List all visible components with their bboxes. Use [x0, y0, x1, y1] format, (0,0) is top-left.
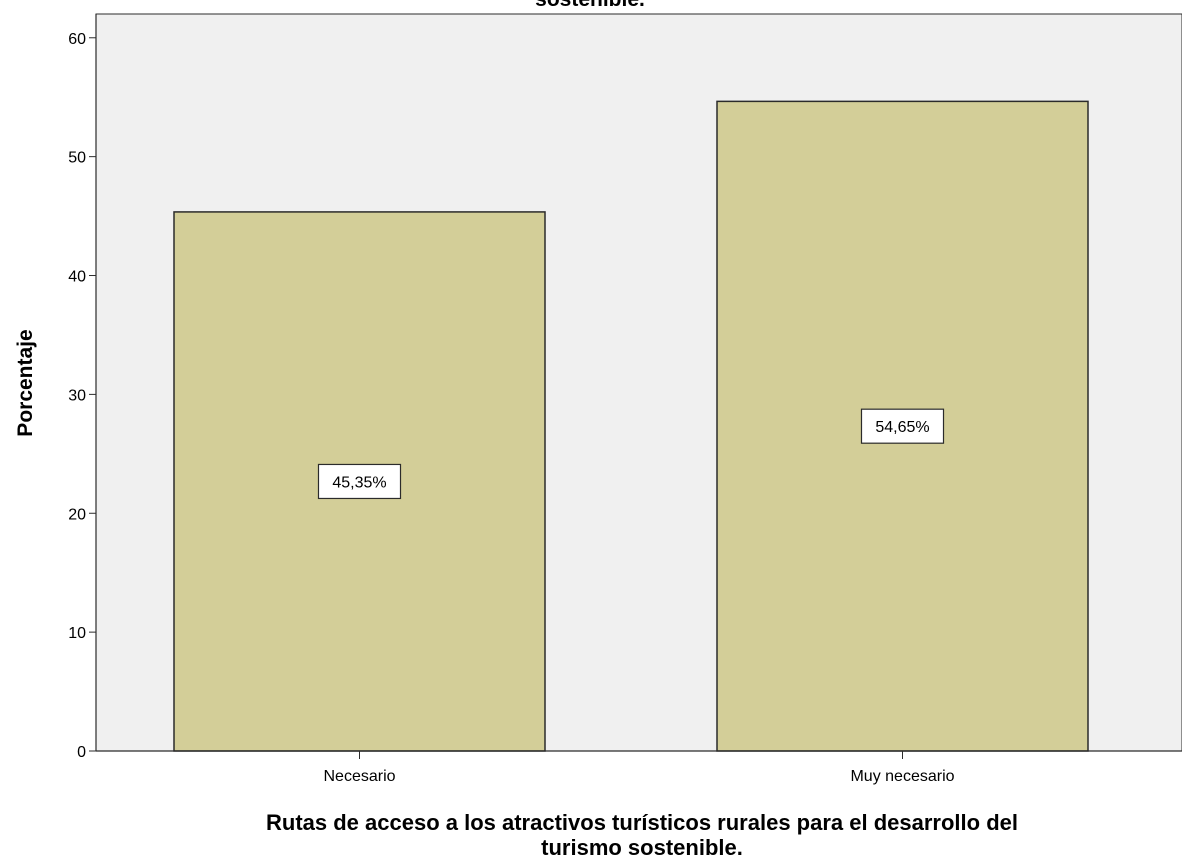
data-label-box [860, 408, 945, 444]
y-tick-label: 0 [77, 744, 86, 761]
x-tick-label: Muy necesario [850, 768, 954, 785]
y-tick-label: 50 [68, 150, 86, 167]
y-tick-label: 40 [68, 269, 86, 286]
x-tick-label: Necesario [323, 768, 395, 785]
y-tick-label: 30 [68, 387, 86, 404]
x-axis-title-line-1: Rutas de acceso a los atractivos turísti… [266, 810, 1018, 835]
data-label-box [317, 463, 402, 500]
x-axis: Necesario Muy necesario [96, 750, 1182, 785]
x-axis-title-line-2: turismo sostenible. [541, 835, 743, 860]
data-label: 45,35% [332, 474, 386, 491]
data-label: 54,65% [875, 419, 929, 436]
y-tick-label: 10 [68, 625, 86, 642]
y-tick-label: 20 [68, 506, 86, 523]
bars-group: 45,35% 54,65% [173, 100, 1089, 752]
y-axis: 0 10 20 30 40 50 60 [68, 14, 97, 761]
y-tick-label: 60 [68, 31, 86, 48]
y-axis-title: Porcentaje [14, 329, 37, 436]
chart-title: sostenible. [535, 0, 645, 11]
